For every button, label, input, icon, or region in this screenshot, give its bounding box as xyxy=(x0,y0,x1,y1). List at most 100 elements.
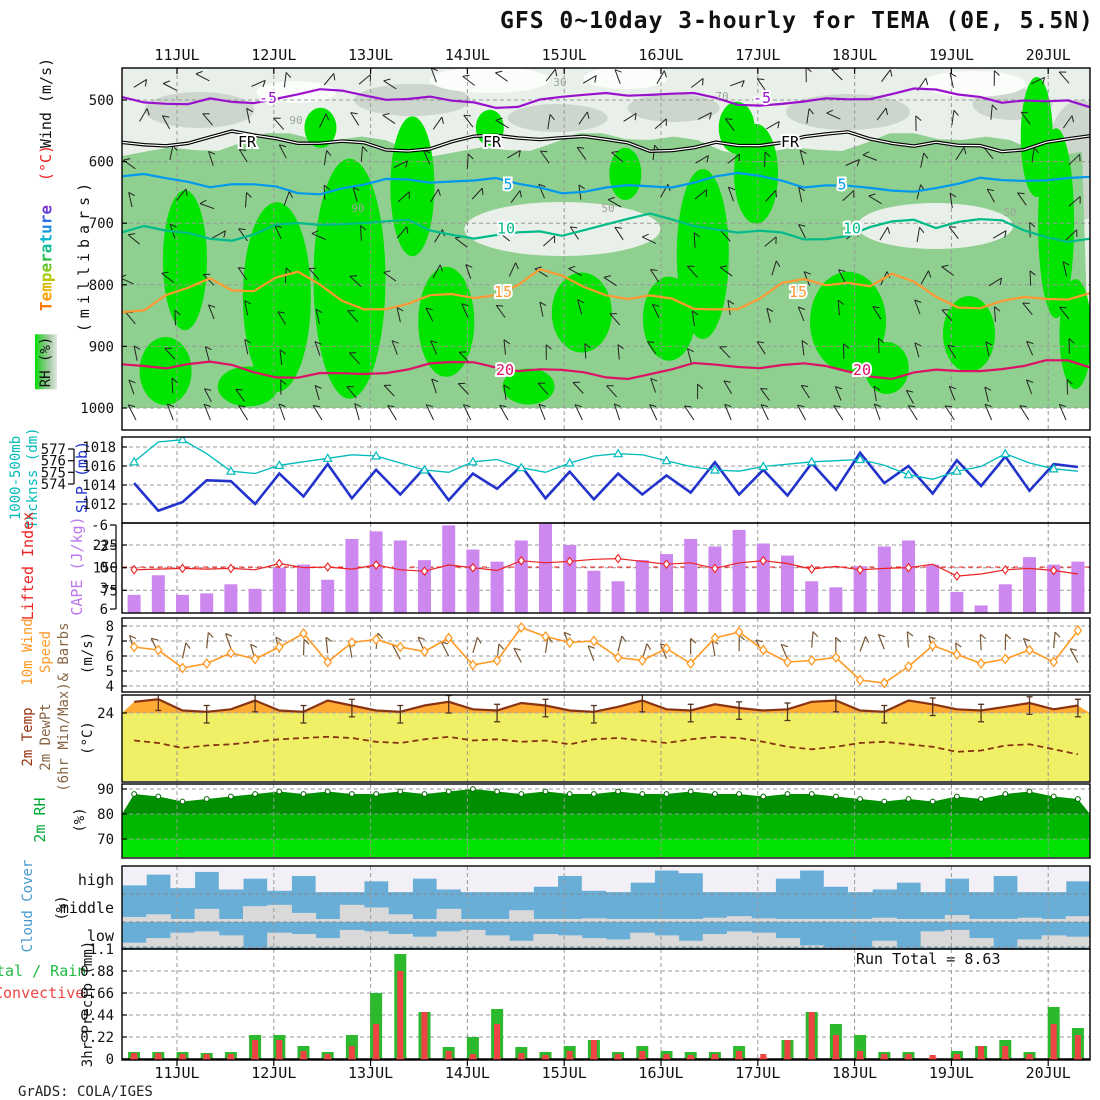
wind-barb-feather xyxy=(441,116,444,125)
wind-barb xyxy=(694,189,707,200)
grads-credit: GrADS: COLA/IGES xyxy=(18,1084,153,1100)
precip-baseline-tick xyxy=(275,1057,284,1060)
wind-barb xyxy=(797,306,805,322)
upper-panel: -5 -5 FR FR FR 5 5 10 10 15 15 20 20 90 70 90 50 50 30 xyxy=(122,68,1090,430)
wind-barb-feather xyxy=(515,262,519,270)
wind-barb-feather xyxy=(798,186,805,192)
wind-barb xyxy=(176,188,187,201)
cloud-high-bar xyxy=(146,866,171,875)
wind-barb xyxy=(833,405,844,421)
wind-barb xyxy=(905,390,914,404)
wind-barb xyxy=(283,191,290,206)
wind-marker xyxy=(831,651,841,664)
wind-barb-feather xyxy=(568,265,576,270)
thickness-tick-label: 575 xyxy=(41,465,66,481)
wind-barb-feather xyxy=(1005,633,1012,640)
rh-marker xyxy=(1026,788,1033,795)
cloud-high-bar xyxy=(1065,866,1090,882)
rh-marker xyxy=(784,791,791,797)
rh-marker xyxy=(228,793,234,800)
wind-barb-feather xyxy=(250,643,258,648)
wind-barb xyxy=(584,343,587,359)
date-label-bottom: 16JUL xyxy=(638,1064,683,1082)
wind-marker xyxy=(492,654,502,667)
contour-label: 10 xyxy=(497,220,515,238)
wind-barb xyxy=(577,299,583,315)
precip-convective-bar xyxy=(1074,1035,1081,1059)
cloud-middle-bar xyxy=(460,919,486,921)
precip-baseline-tick xyxy=(904,1057,913,1060)
cloud-high-bar xyxy=(485,866,510,893)
wind-barb-feather xyxy=(775,190,777,198)
cape-bar xyxy=(200,593,214,613)
wind-barb xyxy=(613,403,621,421)
wind-marker xyxy=(1049,656,1059,668)
cloud-low-bar xyxy=(702,934,728,948)
wind-barb xyxy=(396,226,408,239)
wind-barb xyxy=(499,404,509,421)
wind-barb-feather xyxy=(128,379,136,384)
wind-barb-feather xyxy=(437,189,441,197)
precip-convective-bar xyxy=(1050,1024,1057,1059)
wind-barb xyxy=(649,404,658,421)
wind-barb xyxy=(128,379,135,395)
rh-max-blob xyxy=(502,368,555,405)
wind-barb-feather xyxy=(1066,379,1073,385)
wind-marker xyxy=(1025,644,1034,656)
wind-barb-feather xyxy=(518,150,521,158)
wind-barb-feather xyxy=(246,192,252,198)
wind-barb xyxy=(127,234,141,245)
precip-baseline-tick xyxy=(202,1057,211,1060)
thickness-marker xyxy=(661,455,672,465)
wind-barb xyxy=(711,640,716,657)
thickness-line xyxy=(133,439,1078,480)
wind-barb-feather xyxy=(503,384,510,390)
wind-barb-feather xyxy=(1062,261,1070,266)
wind-barb xyxy=(312,405,323,421)
precip-baseline-tick xyxy=(1025,1057,1034,1060)
wind-barb xyxy=(838,269,846,284)
wind-barb-feather xyxy=(864,636,870,643)
wind-barb-feather xyxy=(382,113,390,116)
li-marker xyxy=(662,559,671,570)
cloud-low-bar xyxy=(1041,935,1067,948)
wind-barb-feather xyxy=(463,114,471,117)
rh-marker xyxy=(833,793,839,800)
wind-marker xyxy=(783,656,792,668)
wind-barb-feather xyxy=(311,230,319,235)
wind-barb xyxy=(877,634,885,650)
li-marker xyxy=(904,562,913,573)
run-total-text: Run Total = 8.63 xyxy=(856,950,1001,968)
cloud-high-bar xyxy=(799,866,825,871)
wind-barb-feather xyxy=(461,303,469,307)
wind-barb xyxy=(578,111,588,125)
cape-bar xyxy=(563,545,577,613)
precip-baseline-tick xyxy=(928,1057,937,1060)
wind-barb-feather xyxy=(235,388,243,391)
wind-barb xyxy=(537,382,549,395)
wind-barb xyxy=(507,149,521,159)
wind-barb xyxy=(354,403,360,421)
wind-barb xyxy=(161,272,175,283)
temp-line xyxy=(133,698,1079,713)
cloud-low-bar xyxy=(751,932,776,948)
cloud-low-bar xyxy=(920,931,946,948)
cloud-high-bar xyxy=(630,866,655,883)
wind-barb xyxy=(539,301,544,317)
t2m-panel xyxy=(122,695,1090,782)
tick-label: 5 xyxy=(106,664,114,680)
wind-barb xyxy=(360,146,363,162)
wind-barb xyxy=(1053,632,1056,649)
wind-barb xyxy=(947,345,957,359)
wind-barb-feather xyxy=(326,150,332,157)
tick-label: 600 xyxy=(89,155,114,171)
precip-convective-bar xyxy=(784,1040,791,1059)
precip-convective-bar xyxy=(445,1051,452,1059)
wind-barb xyxy=(314,385,320,401)
wind-barb xyxy=(279,349,283,365)
wind-barb-feather xyxy=(285,267,292,274)
wind-barb xyxy=(181,642,187,659)
cloud-high-bar xyxy=(460,866,486,893)
wind-barb-feather xyxy=(885,107,888,116)
panel-frame xyxy=(121,694,1091,783)
